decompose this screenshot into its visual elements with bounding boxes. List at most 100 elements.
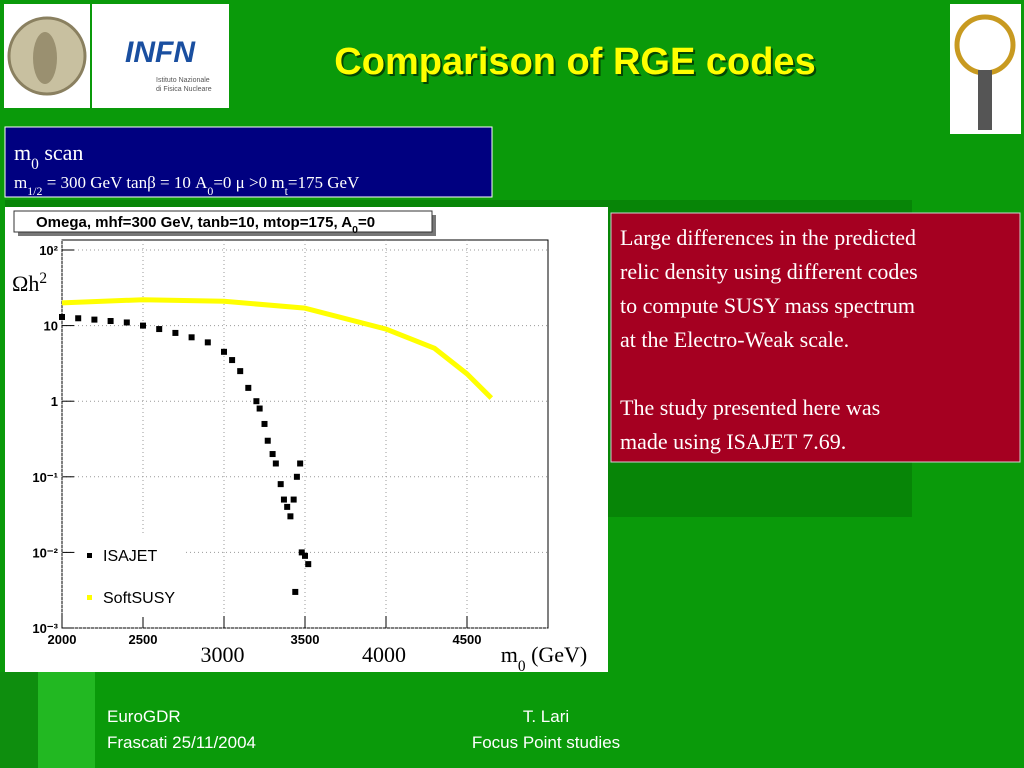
data-point [293, 473, 300, 480]
scan-heading: m0 scan [14, 140, 83, 173]
data-point [221, 348, 227, 355]
script-text: 0 [31, 156, 39, 173]
data-point [245, 384, 252, 391]
data-point [75, 315, 82, 322]
paragraph-line: relic density using different codes [620, 259, 918, 284]
data-point [305, 561, 312, 568]
data-point [59, 313, 65, 320]
text-part: =0 μ >0 m [213, 173, 284, 192]
y-tick-label: 10⁻² [32, 545, 58, 560]
overlay-box [345, 630, 423, 672]
x-tick-label: 2500 [129, 632, 158, 647]
data-point [229, 357, 236, 364]
legend-swatch [87, 553, 92, 558]
text-part: scan [39, 140, 84, 165]
y-tick-label: 10 [44, 319, 58, 334]
y-tick-label: 1 [51, 394, 58, 409]
x-tick-label: 4500 [453, 632, 482, 647]
data-point [188, 334, 195, 341]
data-point [302, 552, 308, 559]
footer-text: EuroGDR [107, 707, 181, 726]
data-point [287, 513, 294, 520]
script-text: 0 [207, 184, 213, 198]
overlay-box [482, 630, 606, 672]
legend-label: ISAJET [103, 548, 157, 565]
data-point [264, 437, 271, 444]
data-point [297, 460, 304, 467]
data-point [269, 451, 276, 458]
text-part: Omega, mhf=300 GeV, tanb=10, mtop=175, A [36, 214, 352, 231]
stripe [38, 672, 95, 768]
script-text: 0 [352, 224, 358, 236]
data-point [284, 503, 291, 510]
paragraph-line: Large differences in the predicted [620, 225, 916, 250]
data-point [280, 496, 287, 503]
text-part: m [14, 140, 31, 165]
footer: EuroGDR Frascati 25/11/2004 T. Lari Focus P… [107, 707, 620, 752]
overlay-box [183, 630, 262, 672]
text-part: m [501, 642, 518, 667]
script-text: 0 [518, 658, 526, 675]
footer-text: T. Lari [523, 707, 569, 726]
atlas-figure [978, 70, 992, 130]
x-tick-label: 3500 [291, 632, 320, 647]
scan-params: m1/2 = 300 GeV tanβ = 10 A0=0 μ >0 mt=17… [14, 173, 360, 198]
data-point [140, 322, 146, 329]
text-part: (GeV) [526, 642, 588, 667]
data-point [261, 420, 268, 427]
slide-title: Comparison of RGE codes [334, 41, 815, 83]
data-point [290, 496, 297, 503]
text-part: =175 GeV [288, 173, 360, 192]
scan-box [4, 126, 493, 198]
paragraph-line: made using ISAJET 7.69. [620, 429, 846, 454]
overlay-label: 4000 [362, 642, 406, 667]
script-text: 2 [39, 270, 47, 287]
paragraph-line: to compute SUSY mass spectrum [620, 293, 915, 318]
y-axis-label: Ωh2 [12, 270, 47, 297]
legend-label: SoftSUSY [103, 590, 175, 607]
overlay-label: 3000 [201, 642, 245, 667]
medal-figure [33, 32, 57, 84]
data-point [204, 339, 211, 346]
text-part: Ωh [12, 271, 39, 296]
y-tick-label: 10⁻³ [32, 621, 58, 636]
logo-frame [92, 4, 229, 108]
text-part: =0 [358, 214, 375, 231]
title-shadow: Comparison of RGE codes [336, 43, 817, 85]
script-text: t [285, 184, 289, 198]
footer-text: Focus Point studies [472, 733, 620, 752]
legend [77, 535, 185, 617]
text-part: = 300 GeV tanβ = 10 A [42, 173, 208, 192]
chart-title: Omega, mhf=300 GeV, tanb=10, mtop=175, A… [36, 214, 375, 236]
data-point [237, 368, 244, 375]
x-axis-label: m0 (GeV) [501, 642, 588, 675]
paragraph-line: The study presented here was [620, 395, 880, 420]
data-point [107, 318, 114, 325]
chart-title-box [13, 210, 433, 233]
infn-logo: INFN [125, 36, 196, 69]
data-point [298, 549, 305, 556]
data-point [272, 460, 279, 467]
x-tick-label: 2000 [48, 632, 77, 647]
data-point [91, 316, 98, 323]
data-point [292, 588, 299, 595]
series-line [61, 297, 494, 400]
text-box [610, 212, 1021, 463]
script-text: 1/2 [27, 184, 42, 198]
relic-text: Large differences in the predicted relic … [620, 225, 918, 454]
paragraph-line: at the Electro-Weak scale. [620, 327, 849, 352]
data-point [256, 405, 263, 412]
data-point [277, 481, 284, 488]
stripe [0, 672, 38, 768]
y-tick-label: 10² [39, 243, 58, 258]
text-part: m [14, 173, 27, 192]
infn-sub: Istituto Nazionale [156, 77, 210, 84]
footer-text: Frascati 25/11/2004 [107, 733, 256, 752]
data-point [156, 326, 163, 333]
data-point [253, 398, 260, 405]
legend-swatch [87, 595, 92, 600]
y-tick-label: 10⁻¹ [32, 470, 58, 485]
infn-sub: di Fisica Nucleare [156, 86, 212, 93]
